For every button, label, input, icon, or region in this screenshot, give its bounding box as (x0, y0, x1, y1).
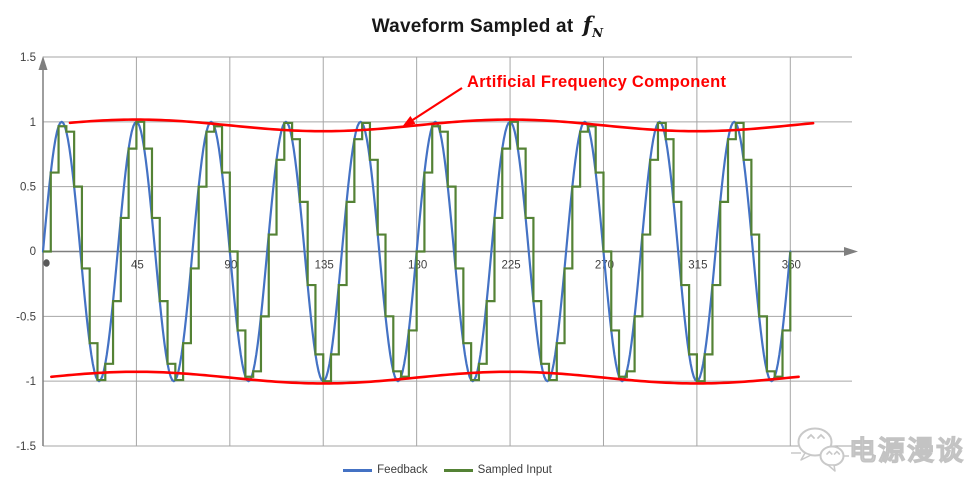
legend-label: Feedback (377, 464, 428, 476)
artificial-frequency-annotation: Artificial Frequency Component (467, 73, 727, 91)
x-tick-label: 315 (688, 260, 707, 272)
watermark-text: 电源漫谈 (849, 436, 965, 467)
series-sampled-input (43, 120, 792, 383)
x-tick-label: 135 (315, 260, 334, 272)
y-tick-label: -0.5 (16, 311, 36, 323)
y-tick-label: 0.5 (20, 182, 36, 194)
chart-title-math-sub: N (592, 25, 604, 40)
y-tick-label: 1 (30, 117, 36, 129)
legend-line-swatch (443, 468, 473, 472)
axes (42, 70, 845, 446)
chart-title: Waveform Sampled at fN (0, 12, 975, 40)
wechat-icon (791, 427, 849, 472)
chart-legend: Feedback Sampled Input (43, 464, 852, 476)
chart-title-text: Waveform Sampled at (371, 16, 574, 37)
y-tick-label: 1.5 (20, 52, 36, 64)
legend-label: Sampled Input (477, 464, 552, 476)
legend-line-swatch (343, 468, 373, 472)
legend-item-feedback: Feedback (343, 464, 428, 476)
artificial-frequency-envelope (50, 370, 800, 385)
watermark: 电源漫谈 (791, 421, 971, 476)
y-tick-label: -1.5 (16, 441, 36, 453)
y-tick-label: -1 (26, 376, 36, 388)
y-axis-arrow-icon (38, 56, 48, 70)
x-tick-label: 45 (131, 260, 144, 272)
chart-title-math-f: f (582, 12, 593, 37)
x-axis-arrow-icon (844, 247, 858, 256)
annotation-arrow (407, 87, 463, 124)
origin-dot (43, 259, 50, 267)
legend-item-sampled-input: Sampled Input (443, 464, 552, 476)
x-tick-label: 225 (501, 260, 520, 272)
artificial-frequency-envelope (68, 118, 815, 133)
annotation-arrowhead-icon (402, 116, 416, 127)
y-tick-label: 0 (30, 246, 36, 258)
